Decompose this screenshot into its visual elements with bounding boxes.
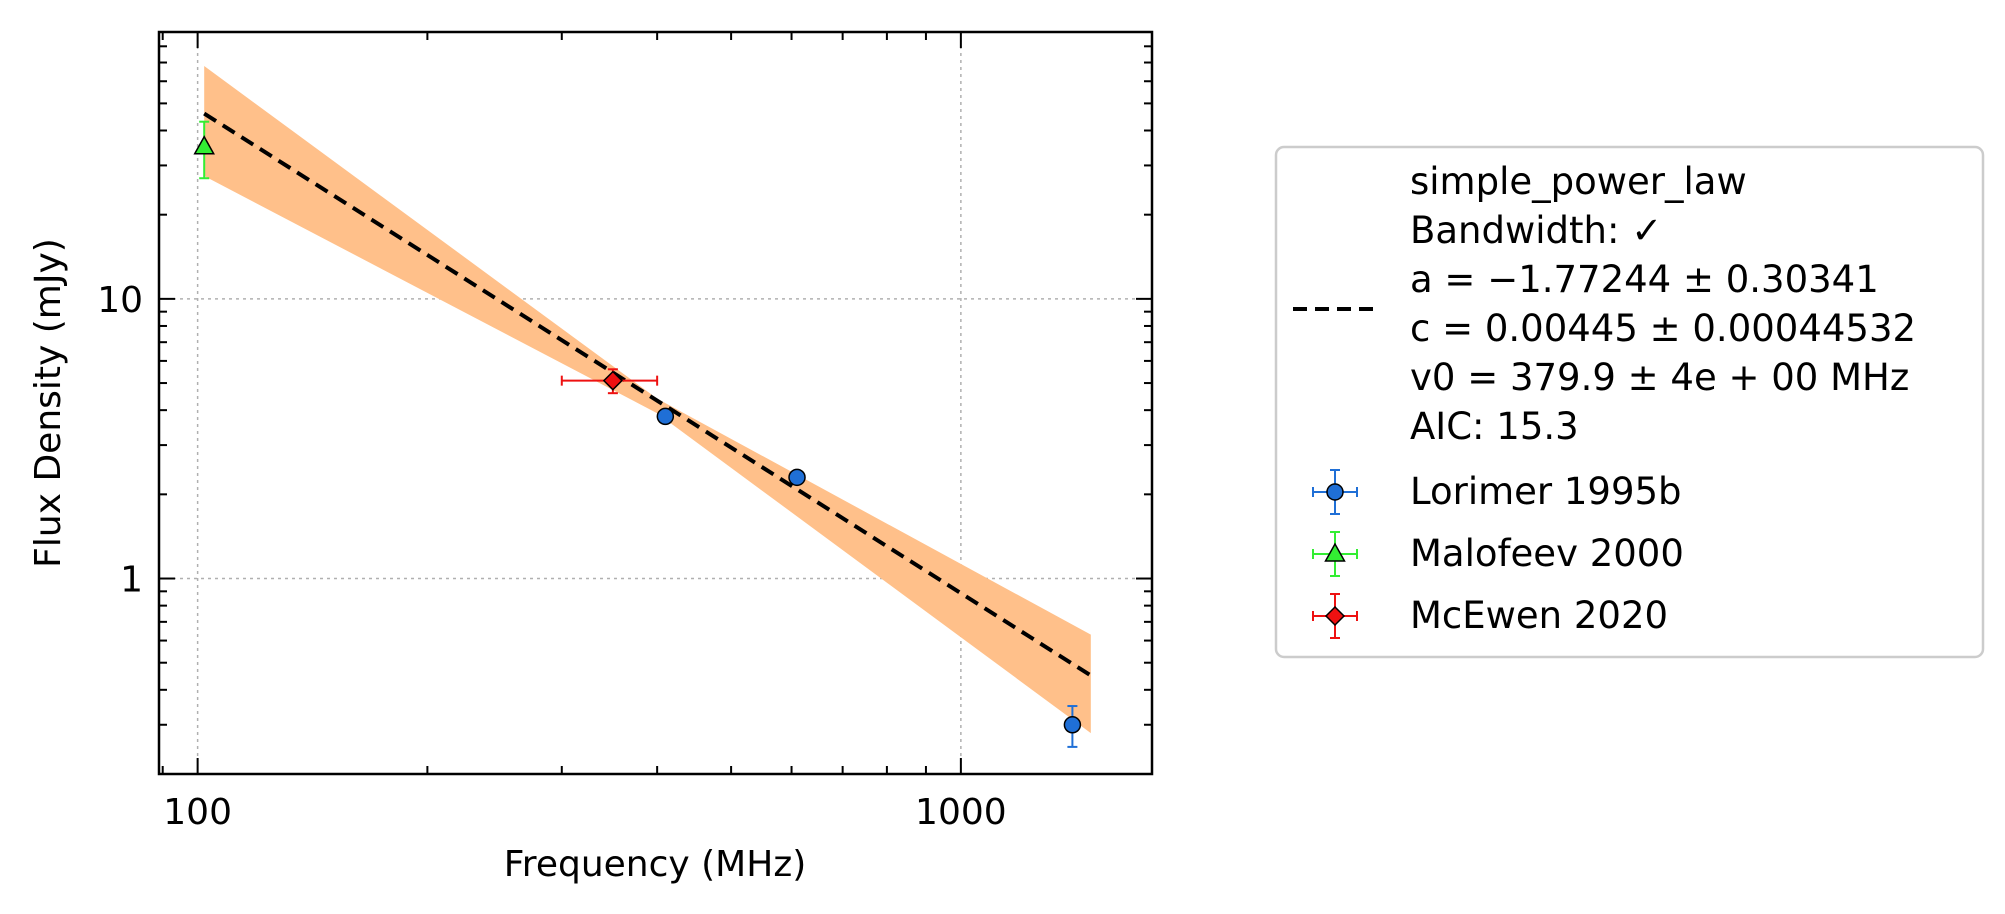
legend-marker-2 — [1324, 605, 1346, 627]
fit-band-layer — [204, 66, 1091, 734]
legend-fit-line-2: Bandwidth: ✓ — [1410, 209, 1662, 252]
series-2-point-0-marker — [602, 370, 623, 391]
legend-marker-0 — [1326, 483, 1344, 501]
legend-label-malofeev: Malofeev 2000 — [1410, 532, 1684, 575]
legend-label-mcewen: McEwen 2020 — [1410, 594, 1668, 637]
legend-fit-text: simple_power_law Bandwidth: ✓ a = −1.772… — [1410, 160, 1928, 448]
data-points — [193, 120, 1082, 748]
fit-uncertainty-band — [204, 66, 1091, 734]
series-1-point-0-marker — [193, 135, 215, 155]
legend-fit-line-5: v0 = 379.9 ± 4e + 00 MHz — [1410, 356, 1909, 399]
axis-ticks — [159, 31, 1152, 775]
x-tick-label: 100 — [163, 792, 232, 833]
legend-frame — [1274, 145, 1985, 659]
legend: simple_power_law Bandwidth: ✓ a = −1.772… — [1274, 145, 1985, 659]
series-0-point-1-marker — [788, 468, 806, 487]
x-axis-title: Frequency (MHz) — [504, 844, 807, 885]
y-tick-label: 1 — [120, 560, 143, 601]
legend-label-lorimer: Lorimer 1995b — [1410, 470, 1682, 513]
legend-fit-line-4: c = 0.00445 ± 0.00044532 — [1410, 307, 1916, 350]
legend-fit-line-1: simple_power_law — [1410, 160, 1747, 203]
plot-frame — [157, 30, 1154, 776]
legend-fit-line-6: AIC: 15.3 — [1410, 405, 1579, 448]
series-0-point-0-marker — [656, 407, 675, 426]
legend-marker-1 — [1324, 542, 1346, 562]
legend-fit-line-3: a = −1.77244 ± 0.30341 — [1410, 258, 1879, 301]
x-tick-label: 1000 — [915, 792, 1007, 833]
series-0-point-2-marker — [1063, 716, 1082, 734]
y-tick-label: 10 — [97, 280, 143, 321]
legend-markers — [1312, 469, 1358, 639]
y-axis-title: Flux Density (mJy) — [28, 238, 69, 568]
tick-labels: 100 1000 1 10 — [97, 280, 1006, 833]
